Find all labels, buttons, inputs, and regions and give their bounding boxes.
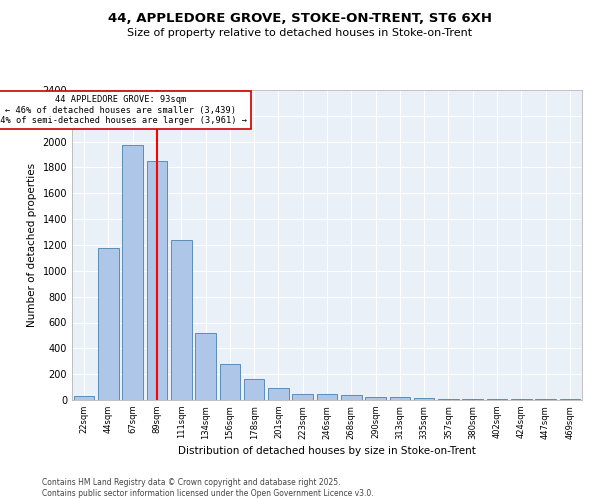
Text: 44 APPLEDORE GROVE: 93sqm
← 46% of detached houses are smaller (3,439)
54% of se: 44 APPLEDORE GROVE: 93sqm ← 46% of detac…: [0, 95, 247, 125]
Bar: [146, 161, 167, 400]
Bar: [268, 388, 289, 400]
Bar: [98, 248, 119, 400]
Bar: [195, 334, 216, 400]
Bar: [365, 397, 386, 400]
Bar: [389, 398, 410, 400]
Bar: [414, 398, 434, 400]
Bar: [74, 396, 94, 400]
Text: 44, APPLEDORE GROVE, STOKE-ON-TRENT, ST6 6XH: 44, APPLEDORE GROVE, STOKE-ON-TRENT, ST6…: [108, 12, 492, 26]
Bar: [341, 396, 362, 400]
Y-axis label: Number of detached properties: Number of detached properties: [27, 163, 37, 327]
X-axis label: Distribution of detached houses by size in Stoke-on-Trent: Distribution of detached houses by size …: [178, 446, 476, 456]
Text: Contains HM Land Registry data © Crown copyright and database right 2025.
Contai: Contains HM Land Registry data © Crown c…: [42, 478, 374, 498]
Bar: [317, 394, 337, 400]
Bar: [122, 145, 143, 400]
Bar: [438, 398, 459, 400]
Bar: [244, 380, 265, 400]
Bar: [292, 394, 313, 400]
Text: Size of property relative to detached houses in Stoke-on-Trent: Size of property relative to detached ho…: [127, 28, 473, 38]
Bar: [220, 364, 240, 400]
Bar: [171, 240, 191, 400]
